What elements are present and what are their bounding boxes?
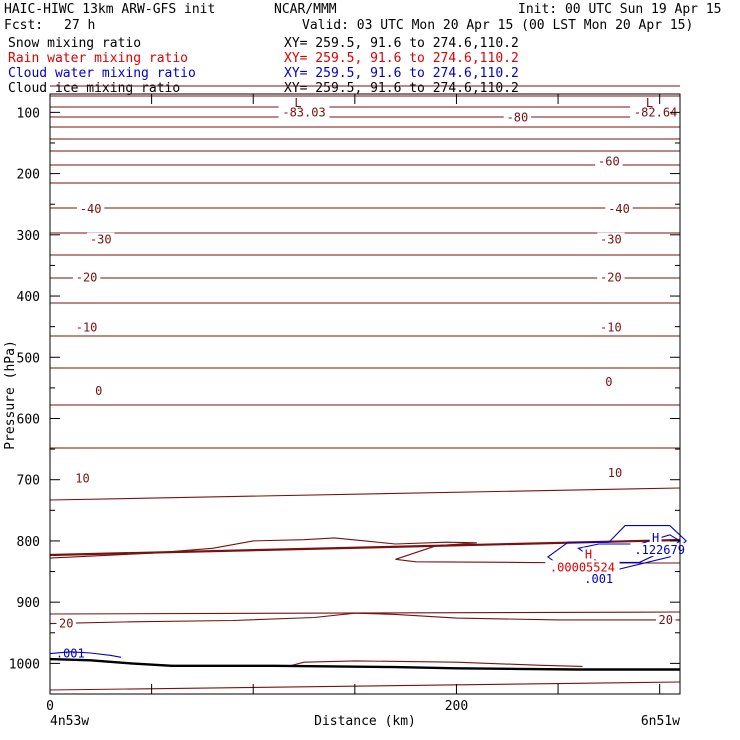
theta-label-9: -20 bbox=[600, 271, 622, 285]
theta-label-14: 10 bbox=[75, 471, 89, 485]
cloud-water-contour-left bbox=[49, 651, 122, 658]
model-title: HAIC-HIWC 13km ARW-GFS init bbox=[4, 2, 216, 17]
rain-water-label-0: H bbox=[585, 547, 592, 561]
y-tick-label-700: 700 bbox=[17, 474, 40, 489]
theta-contour-lower bbox=[287, 660, 583, 667]
field-rain-name: Rain water mixing ratio bbox=[8, 51, 189, 66]
y-tick-label-600: 600 bbox=[17, 412, 40, 427]
field-snow-xy: XY= 259.5, 91.6 to 274.6,110.2 bbox=[284, 36, 519, 51]
theta-label-bg-1 bbox=[503, 110, 532, 124]
theta-label-4: -40 bbox=[80, 202, 102, 216]
theta-label-1: -80 bbox=[507, 110, 529, 124]
theta-contour-15 bbox=[49, 537, 680, 564]
y-tick-label-900: 900 bbox=[17, 596, 40, 611]
fcst-label: Fcst: bbox=[4, 18, 44, 33]
right-endpoint-label: 6n51w bbox=[641, 714, 680, 729]
plot-border bbox=[49, 93, 681, 695]
cloud-water-label-2: .001 bbox=[584, 572, 613, 586]
theta-label-6: -30 bbox=[90, 233, 112, 247]
cloud-water-label-0: H bbox=[652, 531, 659, 545]
theta-contour-18 bbox=[49, 487, 681, 501]
theta-label-bg-17 bbox=[655, 612, 676, 626]
theta-label-bg-5 bbox=[605, 202, 633, 216]
theta-label-13: 0 bbox=[605, 375, 612, 389]
rain-water-label-1: .00005524 bbox=[550, 560, 615, 574]
field-cloudice-xy: XY= 259.5, 91.6 to 274.6,110.2 bbox=[284, 81, 519, 96]
low-center-label-0: L bbox=[294, 96, 301, 110]
field-cloudice-name: Cloud ice mixing ratio bbox=[8, 81, 181, 96]
left-endpoint-label: 4n53w bbox=[50, 714, 89, 729]
theta-label-bg-10 bbox=[72, 320, 101, 334]
theta-label-8: -20 bbox=[76, 271, 98, 285]
x-tick-label-0: 0 bbox=[46, 699, 54, 714]
init-time: Init: 00 UTC Sun 19 Apr 15 bbox=[518, 2, 722, 17]
field-rain-xy: XY= 259.5, 91.6 to 274.6,110.2 bbox=[284, 51, 519, 66]
org-label: NCAR/MMM bbox=[274, 2, 337, 17]
theta-label-17: 20 bbox=[659, 613, 673, 627]
theta-label-3: -60 bbox=[598, 154, 620, 168]
y-axis-label: Pressure (hPa) bbox=[3, 340, 18, 450]
y-tick-label-400: 400 bbox=[17, 290, 40, 305]
theta-label-bg-4 bbox=[76, 202, 105, 216]
theta-label-5: -40 bbox=[608, 202, 630, 216]
theta-label-bg-14 bbox=[72, 471, 93, 485]
theta-label-bg-16 bbox=[56, 616, 77, 630]
theta-label-bg-3 bbox=[595, 154, 623, 168]
theta-label-bg-8 bbox=[72, 270, 101, 284]
theta-label-bg-7 bbox=[597, 232, 625, 246]
theta-contours bbox=[49, 85, 681, 691]
theta-label-11: -10 bbox=[600, 320, 622, 334]
theta-label-bg-13 bbox=[602, 374, 615, 388]
theta-label-16: 20 bbox=[59, 617, 73, 631]
field-cloudwater-xy: XY= 259.5, 91.6 to 274.6,110.2 bbox=[284, 66, 519, 81]
theta-contour-21 bbox=[49, 681, 681, 691]
y-tick-label-1000: 1000 bbox=[9, 657, 40, 672]
surface-pressure-line bbox=[49, 657, 680, 671]
theta-label-15: 10 bbox=[608, 466, 622, 480]
low-center-label-1: L bbox=[646, 96, 653, 110]
rain-water-labels: H.00005524 bbox=[545, 547, 620, 574]
y-tick-label-800: 800 bbox=[17, 535, 40, 550]
valid-time: Valid: 03 UTC Mon 20 Apr 15 (00 LST Mon … bbox=[302, 18, 694, 33]
theta-label-2: -82.64 bbox=[634, 105, 677, 119]
y-tick-label-500: 500 bbox=[17, 351, 40, 366]
fcst-value: 27 h bbox=[64, 18, 96, 33]
y-tick-label-100: 100 bbox=[17, 106, 40, 121]
field-cloudwater-name: Cloud water mixing ratio bbox=[8, 66, 196, 81]
cloud-water-label-bg-0 bbox=[649, 530, 662, 544]
theta-label-bg-0 bbox=[278, 105, 330, 119]
cloud-water-label-1: .122679 bbox=[634, 543, 685, 557]
x-tick-label-200: 200 bbox=[445, 699, 468, 714]
theta-label-0: -83.03 bbox=[282, 105, 325, 119]
theta-label-bg-15 bbox=[605, 465, 625, 479]
theta-label-bg-9 bbox=[597, 270, 625, 284]
cloud-water-label-bg-2 bbox=[581, 571, 617, 585]
theta-contour-20 bbox=[49, 612, 680, 625]
theta-contour-labels: -83.03 -80 -82.64 -60 -40 -40 -30 -30 -20 -20 -10 -… bbox=[56, 96, 682, 631]
theta-label-bg-2 bbox=[630, 105, 682, 119]
theta-label-10: -10 bbox=[76, 320, 98, 334]
rain-water-label-bg-0 bbox=[582, 547, 595, 561]
rain-water-label-bg-1 bbox=[545, 560, 620, 574]
theta-label-bg-6 bbox=[87, 232, 115, 246]
theta-label-bg-11 bbox=[597, 320, 625, 334]
theta-label-7: -30 bbox=[600, 233, 622, 247]
y-tick-label-300: 300 bbox=[17, 229, 40, 244]
theta-label-bg-12 bbox=[92, 383, 105, 397]
theta-label-12: 0 bbox=[95, 384, 102, 398]
field-snow-name: Snow mixing ratio bbox=[8, 36, 142, 51]
x-axis-label: Distance (km) bbox=[314, 714, 416, 729]
cloud-water-label-left: .001 bbox=[56, 647, 85, 661]
cloud-water-label-bg-1 bbox=[630, 543, 689, 557]
y-tick-label-200: 200 bbox=[17, 168, 40, 183]
